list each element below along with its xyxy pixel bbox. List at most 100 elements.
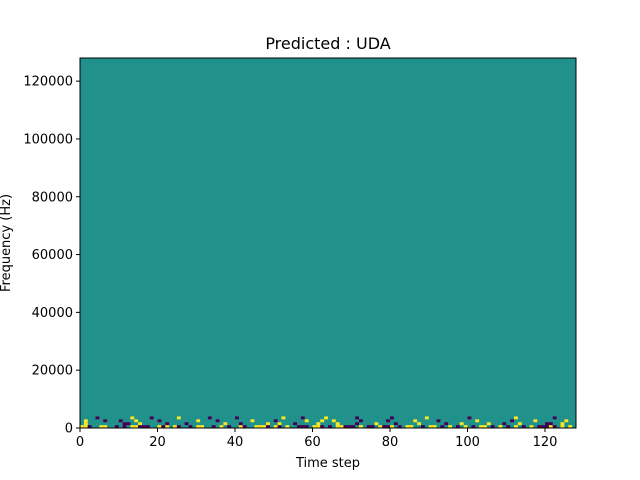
heatmap-cell	[134, 419, 139, 423]
heatmap-cell	[560, 425, 565, 428]
heatmap-cell	[161, 425, 166, 428]
plot-area	[80, 58, 576, 428]
heatmap-cell	[277, 422, 282, 426]
heatmap-cell	[370, 425, 375, 428]
heatmap-cell	[200, 425, 205, 428]
heatmap-cell	[165, 422, 170, 426]
heatmap-cell	[176, 416, 181, 420]
heatmap-cell	[564, 419, 569, 423]
heatmap-cell	[475, 419, 480, 423]
heatmap-cell	[273, 425, 278, 428]
heatmap-cell	[436, 419, 441, 423]
heatmap-cell	[83, 419, 88, 423]
x-tick-label: 0	[76, 435, 84, 450]
heatmap-cell	[448, 425, 453, 428]
heatmap-cell	[517, 422, 522, 426]
heatmap-cell	[552, 425, 557, 428]
heatmap-cell	[331, 419, 336, 423]
heatmap-cell	[455, 425, 460, 428]
heatmap-cell	[432, 425, 437, 428]
heatmap-cell	[196, 425, 201, 428]
heatmap-cell	[463, 425, 468, 428]
heatmap-cell	[138, 425, 143, 428]
heatmap-cell	[165, 425, 170, 428]
heatmap-cell	[238, 422, 243, 426]
heatmap-cell	[83, 422, 88, 426]
heatmap-cell	[173, 425, 177, 428]
heatmap-cell	[99, 425, 104, 428]
heatmap-cell	[428, 425, 433, 428]
heatmap-cell	[184, 422, 189, 426]
heatmap-cell	[130, 425, 135, 428]
heatmap-cell	[328, 425, 332, 428]
heatmap-cell	[122, 425, 127, 428]
heatmap-cell	[312, 425, 317, 428]
heatmap-cell	[568, 425, 573, 428]
heatmap-cell	[335, 422, 340, 426]
y-tick-label: 40000	[32, 306, 73, 321]
x-tick-label: 100	[455, 435, 480, 450]
heatmap-cell	[262, 425, 267, 428]
heatmap-cell	[238, 425, 243, 428]
heatmap-cell	[552, 416, 557, 420]
heatmap-cell	[250, 419, 255, 423]
heatmap-cell	[114, 425, 119, 428]
x-tick-label: 60	[304, 435, 321, 450]
heatmap-cell	[374, 422, 379, 426]
y-tick-label: 60000	[32, 248, 73, 263]
heatmap-cell	[498, 425, 503, 428]
heatmap-cell	[479, 425, 484, 428]
heatmap-cell	[142, 425, 146, 428]
heatmap-cell	[266, 425, 270, 428]
heatmap-cell	[339, 425, 344, 428]
heatmap-cell	[351, 425, 356, 428]
heatmap-cell	[149, 416, 154, 420]
x-tick-label: 20	[149, 435, 166, 450]
heatmap-cell	[537, 425, 542, 428]
heatmap-cell	[397, 425, 402, 428]
heatmap-cell	[359, 419, 363, 423]
heatmap-cell	[138, 422, 143, 426]
heatmap-cell	[297, 425, 301, 428]
heatmap-cell	[273, 419, 278, 423]
heatmap-cell	[130, 416, 135, 420]
heatmap-cell	[285, 425, 290, 428]
heatmap-cell	[483, 425, 487, 428]
heatmap-cell	[95, 416, 100, 420]
heatmap-cell	[393, 422, 398, 426]
heatmap-cell	[548, 425, 553, 428]
heatmap-cell	[529, 425, 534, 428]
heatmap-cell	[145, 425, 150, 428]
heatmap-cell	[235, 416, 239, 420]
heatmap-cell	[103, 419, 108, 423]
heatmap-cells	[80, 416, 573, 428]
heatmap-cell	[335, 425, 340, 428]
heatmap-cell	[320, 425, 325, 428]
heatmap-cell	[390, 425, 394, 428]
heatmap-cell	[386, 419, 391, 423]
heatmap-cell	[490, 425, 495, 428]
heatmap-cell	[514, 416, 518, 420]
heatmap-cell	[486, 422, 491, 426]
heatmap-cell	[157, 419, 162, 423]
heatmap-cell	[390, 416, 394, 420]
heatmap-cell	[304, 425, 309, 428]
heatmap-cell	[188, 425, 193, 428]
y-axis: 0 20000 40000 60000 80000 100000 120000	[23, 75, 80, 437]
y-tick-label: 0	[65, 422, 73, 437]
heatmap-cell	[316, 425, 321, 428]
heatmap-cell	[207, 416, 212, 420]
heatmap-cell	[211, 425, 216, 428]
heatmap-cell	[471, 425, 476, 428]
heatmap-cell	[545, 425, 549, 428]
heatmap-cell	[122, 422, 127, 426]
x-tick-label: 40	[227, 435, 244, 450]
x-tick-label: 120	[533, 435, 558, 450]
plot-frame	[79, 57, 577, 429]
heatmap-cell	[324, 416, 329, 420]
heatmap-cell	[421, 425, 425, 428]
heatmap-cell	[366, 425, 371, 428]
y-tick-label: 20000	[32, 364, 73, 379]
heatmap-cell	[300, 425, 305, 428]
heatmap-cell	[215, 419, 220, 423]
